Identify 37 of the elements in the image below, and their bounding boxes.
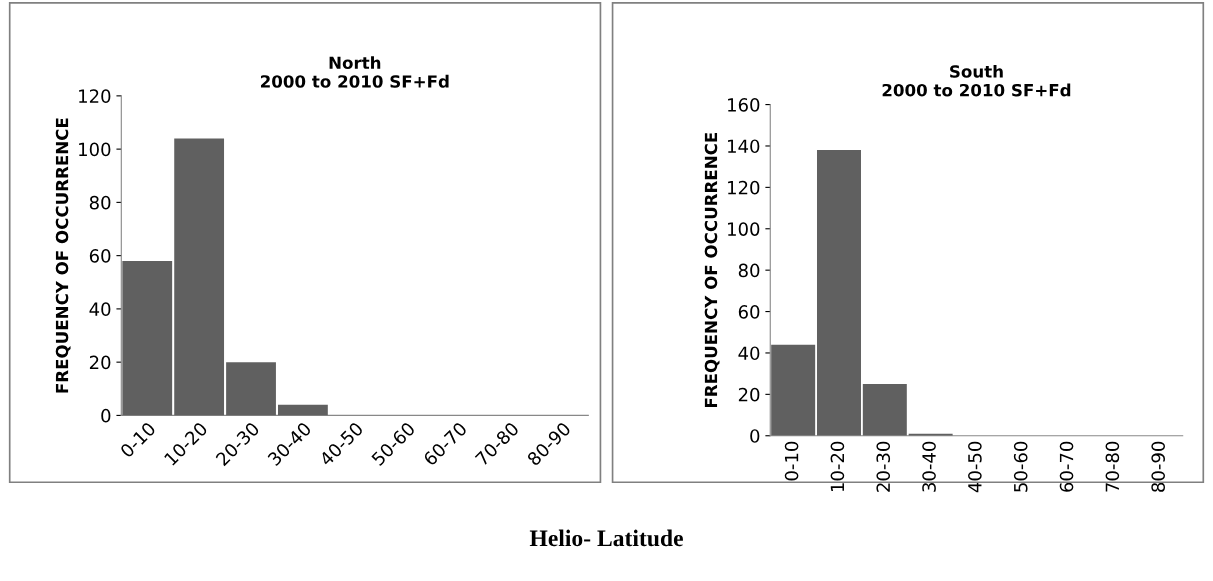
- y-tick-label: 40: [89, 302, 111, 317]
- x-tick-label: 10-20: [830, 441, 845, 492]
- bar: [122, 260, 173, 416]
- text: Helio- Latitude: [529, 529, 683, 547]
- y-tick-label: 140: [728, 139, 760, 154]
- y-tick-label: 40: [738, 346, 760, 361]
- y-tick-label: 0: [750, 429, 760, 443]
- y-tick-label: 0: [101, 408, 111, 423]
- x-tick-label: 80-90: [1151, 441, 1165, 492]
- x-tick-label: 70-80: [1105, 441, 1120, 492]
- bar: [278, 404, 328, 416]
- y-tick-label: 20: [89, 355, 111, 370]
- bar: [226, 362, 276, 416]
- bar: [174, 138, 225, 416]
- y-tick-label: 60: [738, 305, 760, 319]
- bar: [771, 344, 816, 436]
- y-axis-title: FREQUENCY OF OCCURRENCE: [55, 118, 71, 393]
- y-tick-label: 80: [738, 263, 760, 278]
- y-tick-label: 100: [79, 142, 111, 157]
- x-tick-label: 40-50: [968, 441, 982, 493]
- chart-title: South 2000 to 2010 SF+Fd: [882, 64, 1071, 97]
- x-tick-label: 20-30: [876, 441, 891, 492]
- y-tick-label: 100: [728, 222, 760, 236]
- x-tick-label: 0-10: [784, 441, 799, 481]
- y-tick-label: 80: [89, 195, 111, 210]
- x-tick-label: 60-70: [1059, 441, 1074, 492]
- y-tick-label: 160: [728, 98, 760, 112]
- bar: [817, 150, 861, 436]
- y-axis-title: FREQUENCY OF OCCURRENCE: [704, 132, 720, 408]
- x-tick-label: 30-40: [922, 441, 936, 492]
- y-tick-label: 60: [89, 249, 111, 263]
- y-tick-label: 120: [79, 89, 111, 103]
- x-tick-label: 50-60: [1013, 441, 1028, 492]
- y-tick-label: 20: [738, 387, 760, 402]
- chart-title: North 2000 to 2010 SF+Fd: [260, 56, 449, 88]
- bar: [862, 384, 907, 436]
- y-tick-label: 120: [728, 180, 760, 195]
